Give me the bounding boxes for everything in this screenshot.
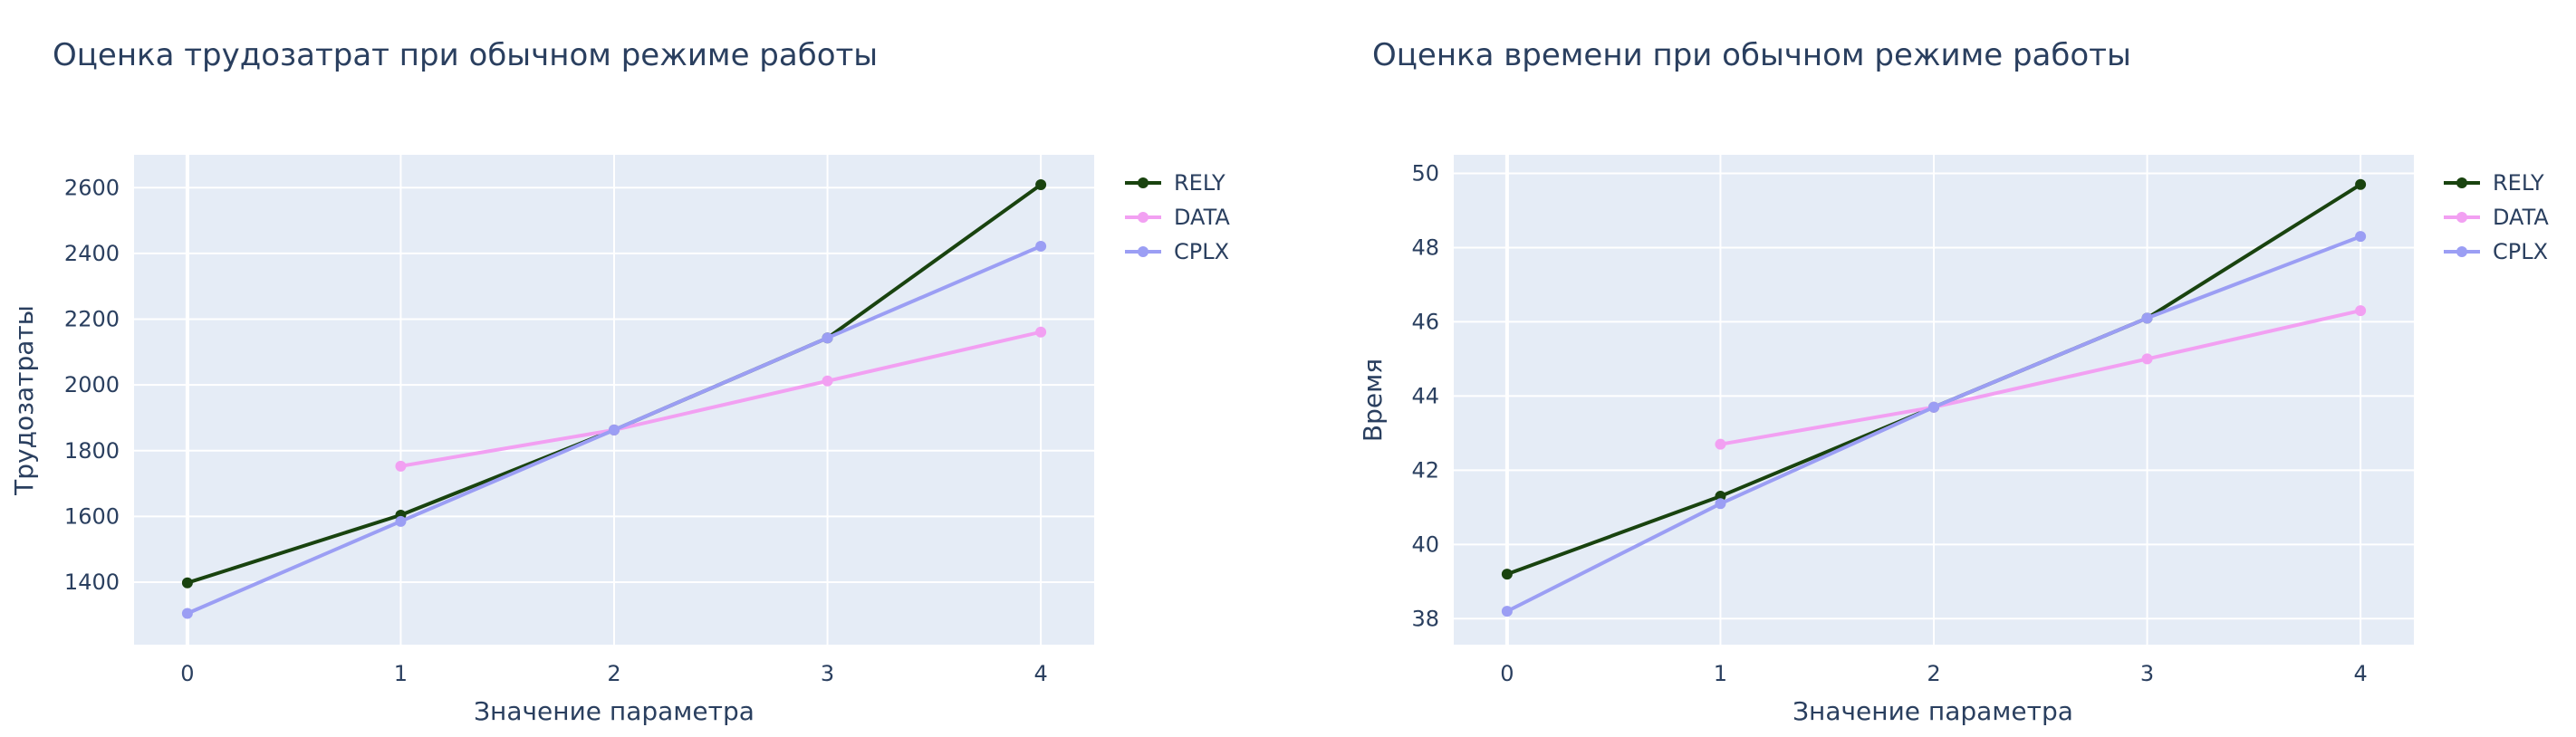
y-axis-title: Время <box>1358 359 1388 442</box>
data-point-cplx <box>1715 498 1726 510</box>
legend-label: CPLX <box>1174 239 1229 264</box>
legend-marker <box>1138 212 1149 223</box>
x-tick-label: 3 <box>2140 661 2154 686</box>
x-tick-label: 2 <box>607 661 620 686</box>
legend-item-rely: RELY <box>2444 170 2544 196</box>
y-tick-label: 40 <box>1411 531 1439 557</box>
x-axis-title: Значение параметра <box>474 696 755 726</box>
y-tick-label: 50 <box>1411 160 1439 186</box>
x-tick-label: 2 <box>1927 661 1940 686</box>
y-tick-label: 2600 <box>64 175 120 200</box>
x-tick-label: 1 <box>394 661 408 686</box>
legend: RELY DATA CPLX <box>2444 170 2549 264</box>
chart-title: Оценка трудозатрат при обычном режиме ра… <box>53 37 878 73</box>
x-tick-label: 1 <box>1714 661 1727 686</box>
x-tick-label: 3 <box>821 661 834 686</box>
y-tick-label: 2200 <box>64 307 120 332</box>
y-tick-label: 38 <box>1411 606 1439 631</box>
y-tick-label: 1800 <box>64 438 120 464</box>
series-cplx <box>1501 231 2367 617</box>
data-point-cplx <box>181 608 193 619</box>
y-tick-label: 42 <box>1411 457 1439 483</box>
x-tick-label: 4 <box>1033 661 1047 686</box>
series-cplx <box>181 240 1047 619</box>
data-point-rely <box>1035 179 1047 191</box>
x-tick-label: 0 <box>1500 661 1514 686</box>
legend-marker <box>2456 246 2467 257</box>
legend-item-cplx: CPLX <box>2444 239 2548 264</box>
legend: RELY DATA CPLX <box>1125 170 1230 264</box>
legend-item-rely: RELY <box>1125 170 1226 196</box>
data-point-cplx <box>2141 312 2153 324</box>
data-point-rely <box>181 577 193 589</box>
y-tick-label: 1400 <box>64 570 120 595</box>
y-tick-label: 46 <box>1411 309 1439 334</box>
legend-label: DATA <box>1174 205 1230 230</box>
y-tick-label: 44 <box>1411 383 1439 408</box>
chart-2: 38 40 42 44 46 48 50 0 1 2 3 4 Оценка времени при об… <box>1358 37 2549 726</box>
data-point-data <box>822 375 833 387</box>
y-axis-title: Трудозатраты <box>9 305 39 496</box>
data-point-data <box>1715 438 1726 450</box>
legend-item-data: DATA <box>2444 205 2549 230</box>
legend-item-cplx: CPLX <box>1125 239 1229 264</box>
data-point-data <box>1035 326 1047 338</box>
chart-1: 1400 1600 1800 2000 2200 2400 2600 0 1 2 3 4 Оценка … <box>9 37 1230 726</box>
series-line-data <box>400 330 1042 468</box>
data-point-data <box>2355 305 2367 317</box>
data-point-data <box>395 460 407 472</box>
data-point-rely <box>2355 178 2367 190</box>
data-point-cplx <box>2355 231 2367 243</box>
x-tick-label: 4 <box>2353 661 2367 686</box>
legend-label: DATA <box>2493 205 2549 230</box>
data-point-cplx <box>1035 240 1047 252</box>
legend-marker <box>1138 177 1149 188</box>
data-point-cplx <box>1928 401 1939 413</box>
legend-marker <box>2456 177 2467 188</box>
y-tick-label: 1600 <box>64 503 120 529</box>
x-tick-label: 0 <box>180 661 194 686</box>
data-point-cplx <box>822 332 833 344</box>
legend-marker <box>2456 212 2467 223</box>
y-tick-label: 2400 <box>64 241 120 266</box>
series-line-data <box>1720 309 2361 446</box>
y-tick-label: 48 <box>1411 234 1439 260</box>
data-point-rely <box>1715 491 1726 502</box>
data-point-cplx <box>395 515 407 527</box>
chart-title: Оценка времени при обычном режиме работы <box>1372 37 2131 73</box>
y-tick-label: 2000 <box>64 372 120 397</box>
data-point-cplx <box>1501 606 1513 617</box>
legend-item-data: DATA <box>1125 205 1230 230</box>
legend-marker <box>1138 246 1149 257</box>
legend-label: RELY <box>1174 170 1226 196</box>
legend-label: CPLX <box>2493 239 2548 264</box>
data-point-cplx <box>609 424 620 436</box>
x-axis-title: Значение параметра <box>1793 696 2073 726</box>
data-point-rely <box>1501 569 1513 580</box>
legend-label: RELY <box>2493 170 2544 196</box>
data-point-data <box>2141 353 2153 365</box>
